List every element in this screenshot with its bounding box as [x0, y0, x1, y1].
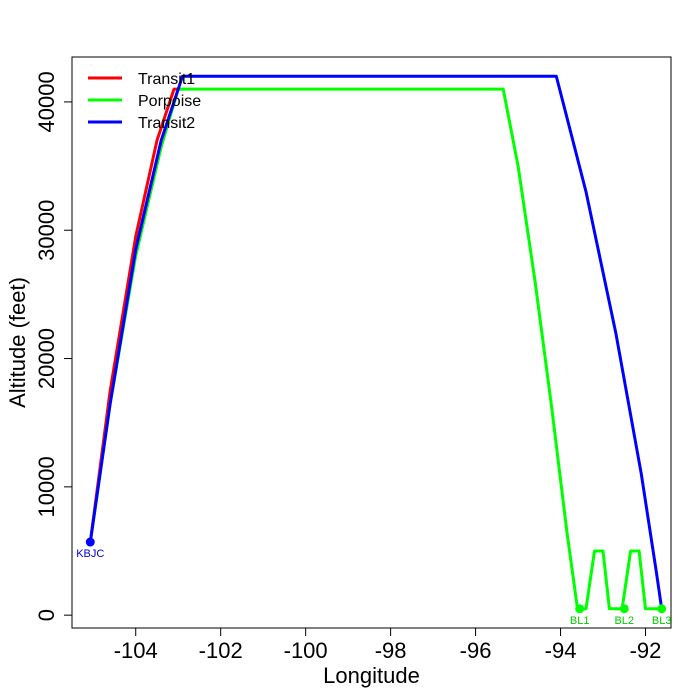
y-tick-label: 0: [34, 609, 59, 621]
x-axis: -104 -102 -100 -98 -96 -94 -92: [114, 627, 662, 663]
x-tick-label: -102: [199, 638, 243, 663]
marker-point-bl3: [657, 604, 667, 614]
y-tick-label: 10000: [34, 456, 59, 517]
marker-label-bl3: BL3: [652, 615, 672, 627]
legend: Transit1 Porpoise Transit2: [88, 71, 201, 132]
y-axis: 0 10000 20000 30000 40000: [34, 71, 73, 621]
legend-label-transit1: Transit1: [138, 71, 195, 88]
marker-label-kbjc: KBJC: [76, 548, 104, 560]
x-tick-label: -92: [630, 638, 662, 663]
series-line-porpoise: [88, 87, 662, 611]
marker-point-bl1: [575, 604, 585, 614]
x-tick-label: -104: [114, 638, 158, 663]
series-layer: [88, 74, 664, 611]
marker-point-kbjc: [85, 537, 95, 547]
x-axis-title: Longitude: [323, 663, 420, 688]
legend-label-transit2: Transit2: [138, 115, 195, 132]
marker-label-bl1: BL1: [570, 615, 590, 627]
x-tick-label: -98: [375, 638, 407, 663]
y-tick-label: 40000: [34, 71, 59, 132]
y-tick-label: 30000: [34, 200, 59, 261]
x-tick-label: -100: [284, 638, 328, 663]
series-line-transit2: [88, 74, 664, 610]
x-tick-label: -96: [460, 638, 492, 663]
marker-layer: KBJC BL1 BL2 BL3: [76, 537, 672, 627]
x-tick-label: -94: [545, 638, 577, 663]
legend-label-porpoise: Porpoise: [138, 93, 201, 110]
y-axis-title: Altitude (feet): [5, 277, 30, 408]
marker-label-bl2: BL2: [614, 615, 634, 627]
series-line-transit1: [88, 87, 181, 543]
y-tick-label: 20000: [34, 328, 59, 389]
marker-point-bl2: [619, 604, 629, 614]
